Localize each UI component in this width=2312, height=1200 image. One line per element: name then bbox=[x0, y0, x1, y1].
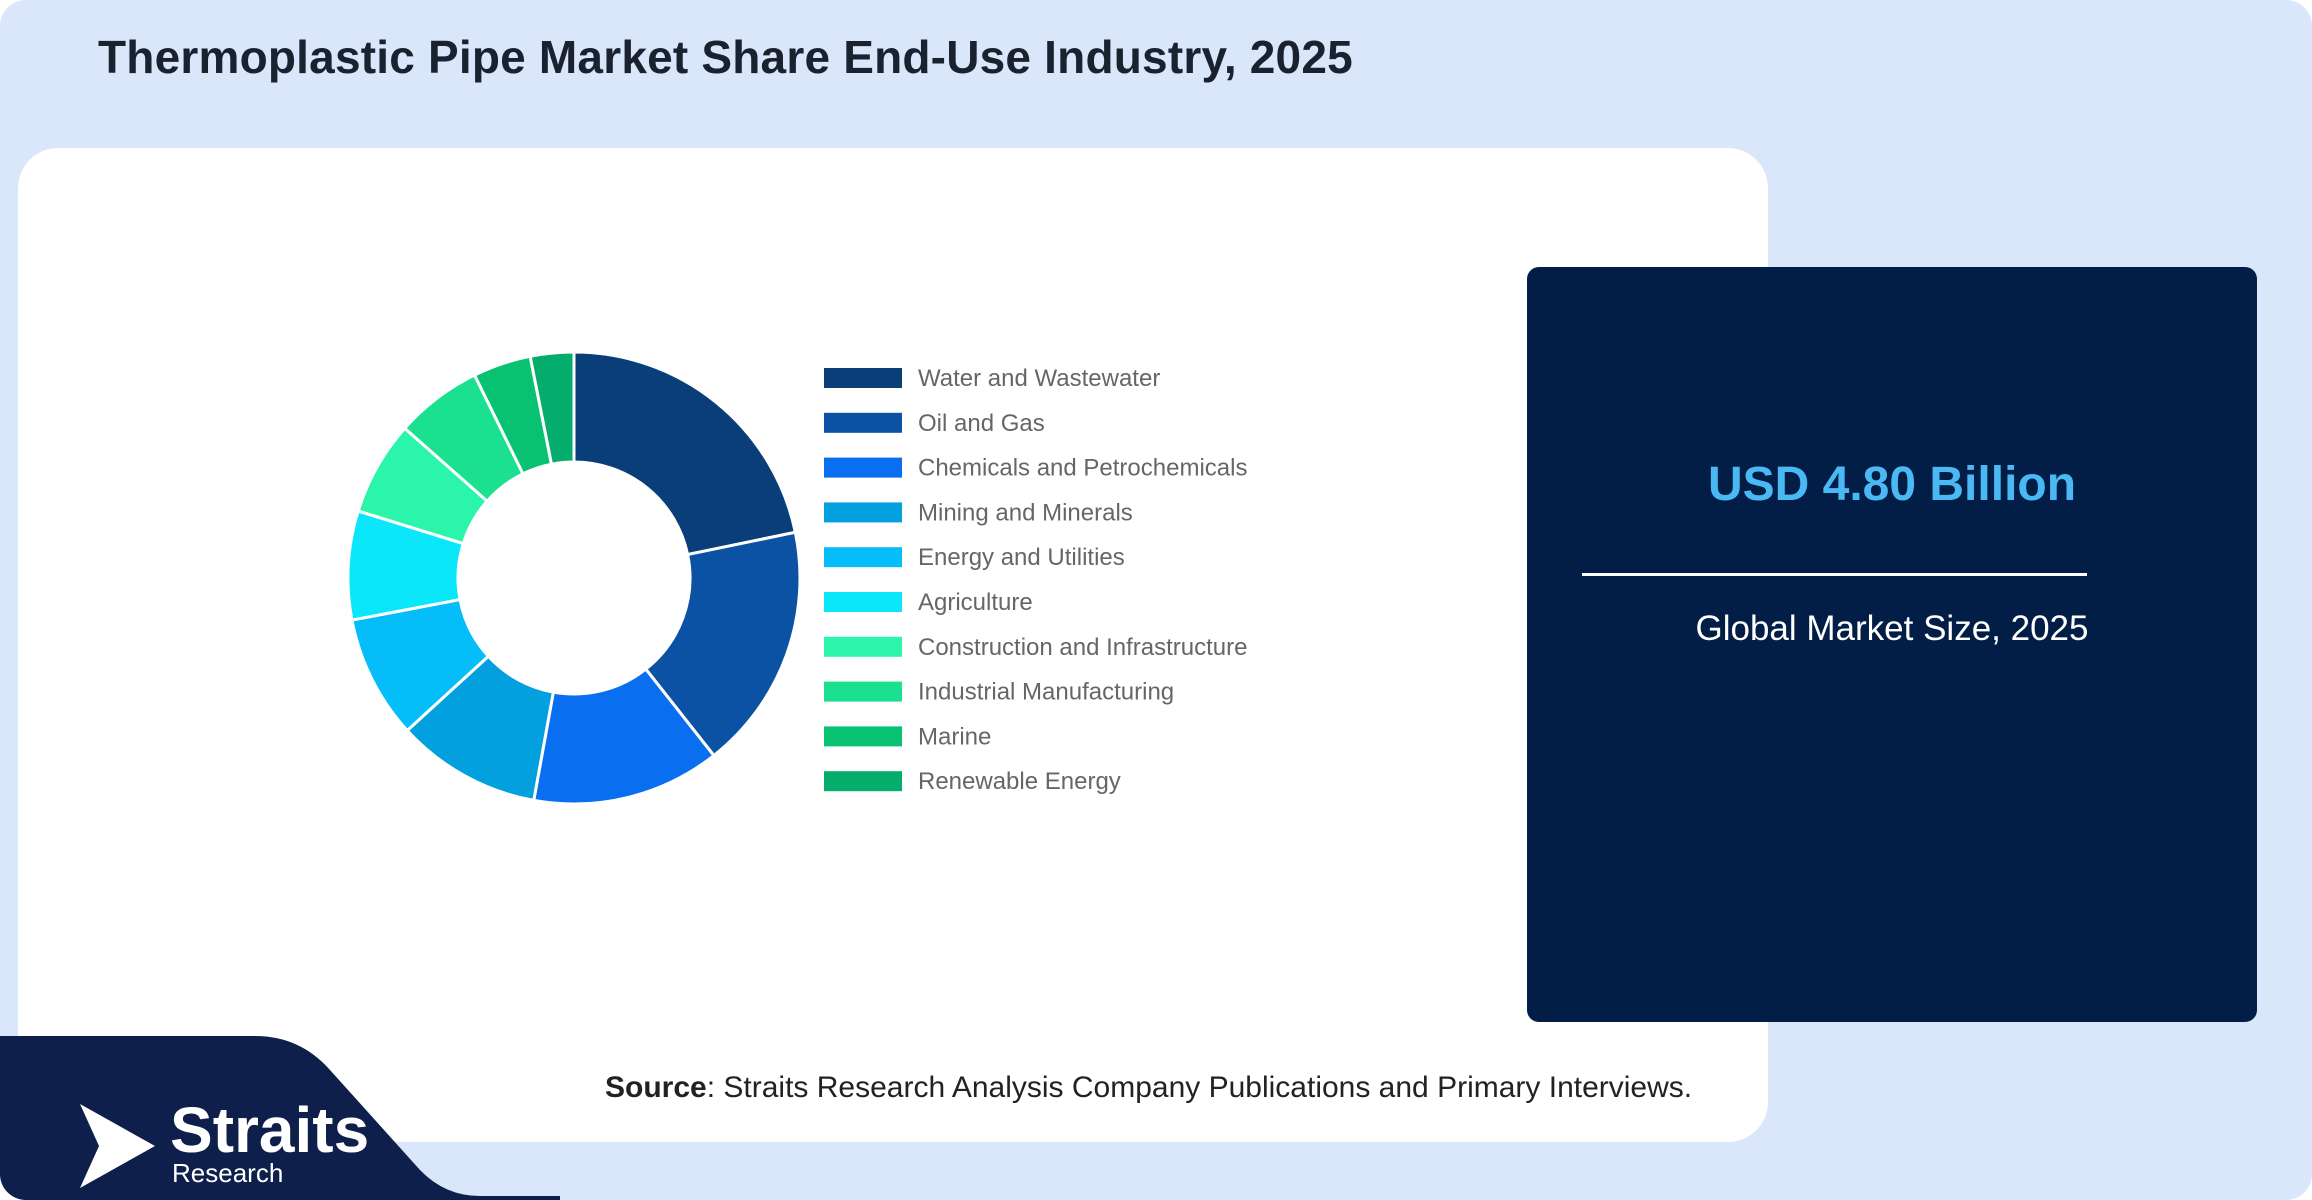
donut-slice bbox=[572, 350, 798, 557]
straits-logo-icon bbox=[80, 1104, 155, 1188]
legend-swatch bbox=[824, 502, 902, 523]
legend-swatch bbox=[824, 592, 902, 612]
brand-band bbox=[0, 1036, 560, 1200]
legend-swatch bbox=[824, 368, 902, 388]
legend-label: Mining and Minerals bbox=[918, 499, 1133, 526]
legend-label: Chemicals and Petrochemicals bbox=[918, 455, 1247, 482]
legend-swatch bbox=[824, 547, 902, 568]
source-note: Source: Straits Research Analysis Compan… bbox=[605, 1071, 1692, 1105]
donut-slice bbox=[643, 530, 802, 758]
brand-subtitle: Research bbox=[172, 1158, 284, 1188]
legend-swatch bbox=[824, 457, 902, 478]
legend-swatch bbox=[824, 636, 902, 657]
legend-label: Water and Wastewater bbox=[918, 365, 1160, 392]
legend-label: Agriculture bbox=[918, 589, 1033, 616]
market-size-card: USD 4.80 Billion Global Market Size, 202… bbox=[1527, 267, 2257, 1022]
market-size-value: USD 4.80 Billion bbox=[1707, 458, 2077, 511]
legend-label: Marine bbox=[918, 723, 991, 750]
legend-label: Construction and Infrastructure bbox=[918, 634, 1248, 661]
legend-swatch bbox=[824, 681, 902, 702]
donut-chart: Water and Wastewater Oil and Gas Chemicals… bbox=[346, 350, 1248, 806]
legend-label: Energy and Utilities bbox=[918, 544, 1125, 571]
legend-swatch bbox=[824, 412, 902, 433]
divider bbox=[1582, 573, 2087, 576]
page-title: Thermoplastic Pipe Market Share End-Use … bbox=[98, 31, 1353, 83]
legend-label: Industrial Manufacturing bbox=[918, 679, 1174, 706]
source-text: : Straits Research Analysis Company Publ… bbox=[706, 1071, 1693, 1104]
source-label: Source bbox=[605, 1071, 707, 1104]
legend-label: Oil and Gas bbox=[918, 410, 1045, 437]
legend-swatch bbox=[824, 771, 902, 792]
chart-card: Water and Wastewater Oil and Gas Chemicals… bbox=[18, 148, 1768, 1142]
donut-slice bbox=[528, 350, 576, 466]
donut-slice bbox=[532, 667, 716, 806]
legend-swatch bbox=[824, 726, 902, 747]
legend-label: Renewable Energy bbox=[918, 768, 1121, 795]
brand-name: Straits bbox=[170, 1094, 370, 1166]
market-size-label: Global Market Size, 2025 bbox=[1695, 609, 2089, 648]
